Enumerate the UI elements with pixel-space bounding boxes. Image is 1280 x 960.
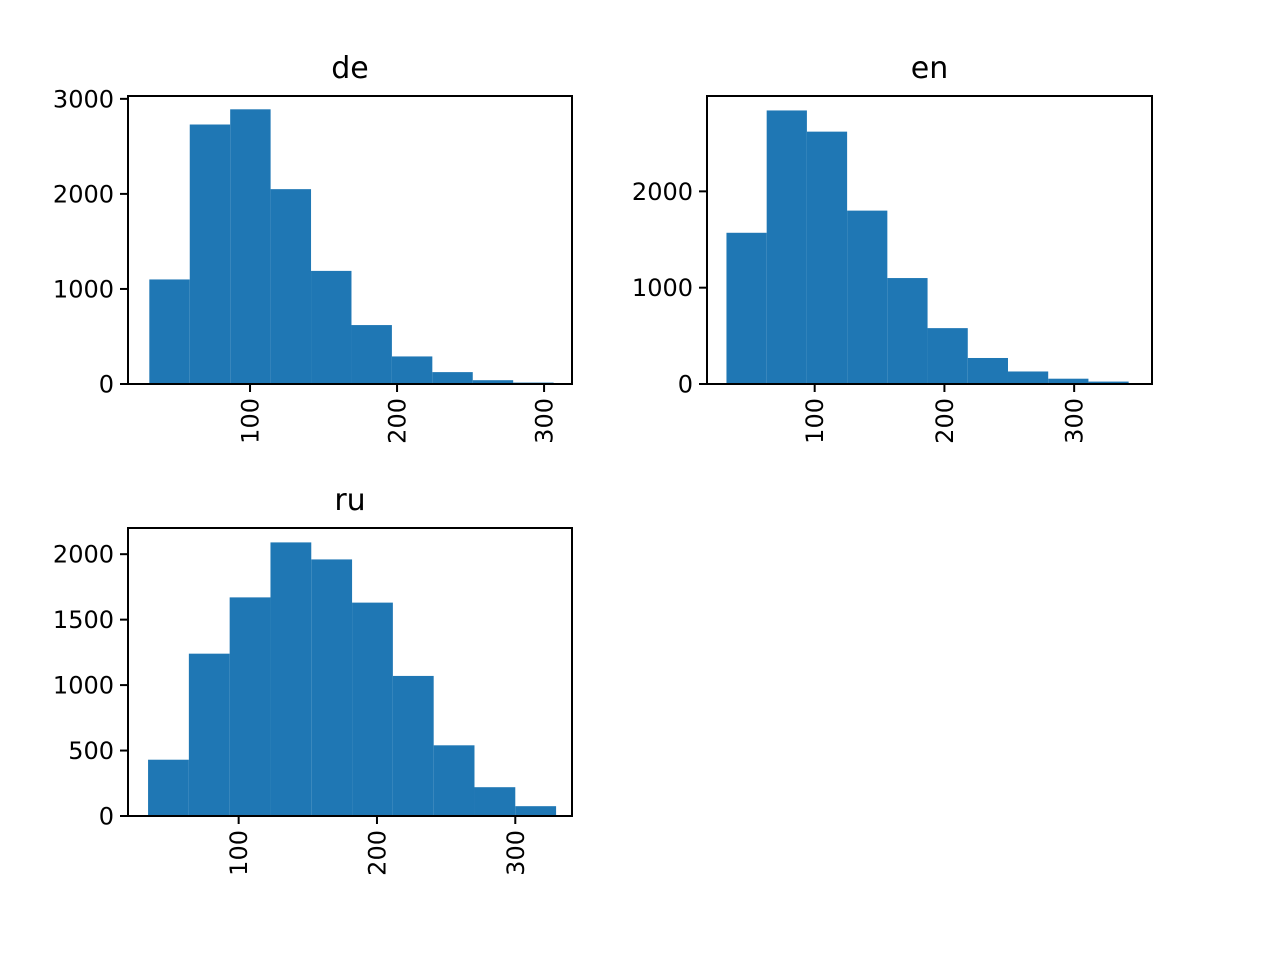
histogram-bar bbox=[474, 787, 516, 816]
x-tick-label: 300 bbox=[531, 398, 559, 444]
histogram-bar bbox=[726, 232, 767, 384]
panel-de: de 0 1000 2000 3000 100 200 300 bbox=[53, 51, 573, 444]
subplot-title: de bbox=[331, 51, 369, 86]
x-tick-label: 100 bbox=[237, 398, 265, 444]
axes-frame bbox=[127, 527, 573, 817]
y-tick-label: 0 bbox=[99, 371, 114, 399]
y-tick-label: 3000 bbox=[53, 85, 114, 113]
histogram-bar bbox=[887, 278, 928, 384]
histogram-bar bbox=[433, 745, 475, 816]
histogram-bar bbox=[927, 328, 968, 384]
histogram-bar bbox=[229, 597, 271, 816]
x-tick-label: 300 bbox=[502, 830, 530, 876]
y-tick-label: 2000 bbox=[53, 180, 114, 208]
y-tick-label: 2000 bbox=[53, 541, 114, 569]
histogram-bar bbox=[391, 356, 433, 384]
subplot-title: ru bbox=[334, 483, 365, 518]
y-tick-label: 0 bbox=[678, 371, 693, 399]
y-tick-label: 500 bbox=[68, 737, 114, 765]
histogram-bar bbox=[1088, 381, 1129, 384]
x-tick-label: 200 bbox=[931, 398, 959, 444]
histogram-bar bbox=[311, 270, 352, 384]
histogram-bar bbox=[392, 675, 434, 816]
histogram-bar bbox=[432, 372, 473, 384]
subplot-title: en bbox=[911, 51, 948, 86]
y-tick-label: 1000 bbox=[53, 672, 114, 700]
y-tick-label: 1500 bbox=[53, 606, 114, 634]
histogram-bar bbox=[847, 210, 888, 384]
histogram-bar bbox=[352, 602, 393, 816]
histogram-bar bbox=[188, 653, 230, 816]
histogram-bar bbox=[766, 110, 807, 384]
histogram-bar bbox=[967, 357, 1008, 384]
histogram-bar bbox=[270, 542, 312, 816]
y-tick-label: 1000 bbox=[632, 274, 693, 302]
x-tick-label: 200 bbox=[384, 398, 412, 444]
y-tick-label: 1000 bbox=[53, 275, 114, 303]
histogram-bar bbox=[515, 806, 557, 816]
histogram-bar bbox=[351, 325, 392, 384]
histogram-bar bbox=[270, 189, 312, 384]
histogram-bar bbox=[1048, 378, 1089, 384]
histogram-bar bbox=[472, 380, 514, 384]
x-tick-label: 100 bbox=[801, 398, 829, 444]
axes-frame bbox=[127, 95, 573, 385]
y-tick-label: 0 bbox=[99, 803, 114, 831]
histogram-bar bbox=[806, 131, 848, 384]
histogram-bar bbox=[1007, 371, 1049, 384]
panel-ru: ru 0 500 1000 1500 2000 100 200 300 bbox=[53, 483, 573, 876]
y-tick-label: 2000 bbox=[632, 178, 693, 206]
x-tick-label: 100 bbox=[225, 830, 253, 876]
histogram-bar bbox=[311, 559, 353, 816]
histogram-bar bbox=[230, 109, 271, 384]
axes-frame bbox=[706, 95, 1153, 385]
histogram-bar bbox=[189, 124, 231, 384]
panel-en: en 0 1000 2000 100 200 300 bbox=[632, 51, 1153, 444]
x-tick-label: 200 bbox=[363, 830, 391, 876]
histogram-bar bbox=[148, 759, 189, 816]
x-tick-label: 300 bbox=[1061, 398, 1089, 444]
histogram-bar bbox=[149, 279, 190, 384]
